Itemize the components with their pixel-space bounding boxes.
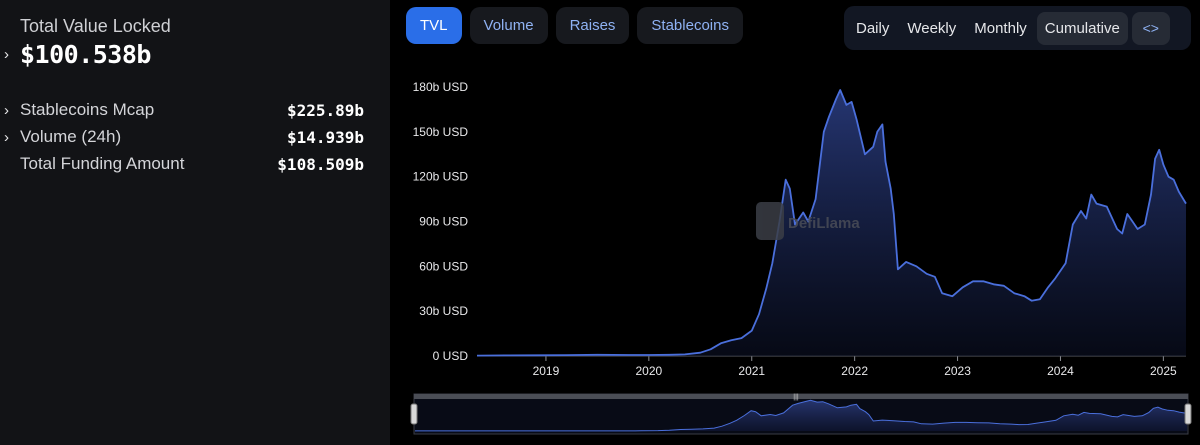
tab-raises[interactable]: Raises xyxy=(555,7,630,44)
view-tabs: TVL Volume Raises Stablecoins xyxy=(406,7,743,44)
x-tick-label: 2019 xyxy=(533,364,560,378)
tvl-row[interactable]: › $100.538b xyxy=(4,40,151,69)
metric-row-volume[interactable]: › Volume (24h) $14.939b xyxy=(4,127,364,147)
grip-icon[interactable]: ||| xyxy=(793,394,799,401)
y-tick-label: 150b USD xyxy=(413,125,469,139)
x-tick-label: 2025 xyxy=(1150,364,1177,378)
y-tick-label: 120b USD xyxy=(413,170,469,184)
tvl-value: $100.538b xyxy=(20,40,151,69)
tab-volume[interactable]: Volume xyxy=(469,7,548,44)
x-tick-label: 2021 xyxy=(738,364,765,378)
y-tick-label: 90b USD xyxy=(419,215,468,229)
brush-handle-right[interactable] xyxy=(1184,403,1192,425)
y-tick-label: 0 USD xyxy=(433,349,469,363)
watermark: DefiLlama xyxy=(756,202,860,240)
brush-mini-area xyxy=(415,400,1187,431)
llama-logo-icon xyxy=(756,202,784,240)
period-cumulative[interactable]: Cumulative xyxy=(1036,11,1128,45)
chevron-right-icon[interactable]: › xyxy=(4,101,9,119)
tvl-series-line xyxy=(476,89,1187,357)
x-tick-label: 2022 xyxy=(841,364,868,378)
period-daily[interactable]: Daily xyxy=(856,19,890,37)
period-weekly[interactable]: Weekly xyxy=(907,19,957,37)
tab-tvl[interactable]: TVL xyxy=(406,7,462,44)
y-axis: 0 USD 30b USD 60b USD 90b USD 120b USD 150b U… xyxy=(413,80,469,363)
y-tick-label: 30b USD xyxy=(419,304,468,318)
tvl-label: Total Value Locked xyxy=(20,16,171,36)
x-tick-label: 2024 xyxy=(1047,364,1074,378)
period-selector: Daily Weekly Monthly Cumulative <> xyxy=(844,6,1191,50)
stats-panel: Total Value Locked › $100.538b › Stablec… xyxy=(0,0,390,445)
embed-code-icon[interactable]: <> xyxy=(1131,11,1170,45)
y-tick-label: 60b USD xyxy=(419,259,468,273)
brush-top-bar[interactable] xyxy=(414,394,1188,399)
range-brush[interactable]: ||| xyxy=(410,393,1192,435)
brush-mini-line xyxy=(415,399,1188,432)
metric-row-funding: Total Funding Amount $108.509b xyxy=(4,154,364,174)
metric-label: Total Funding Amount xyxy=(20,154,185,173)
y-tick-label: 180b USD xyxy=(413,80,469,94)
x-axis: 2019 2020 2021 2022 2023 2024 2025 xyxy=(477,355,1186,378)
tab-stablecoins[interactable]: Stablecoins xyxy=(637,7,743,44)
metric-value: $225.89b xyxy=(286,100,364,120)
brush-handle-left[interactable] xyxy=(410,403,418,425)
metric-value: $108.509b xyxy=(277,154,364,174)
chevron-right-icon[interactable]: › xyxy=(4,128,9,146)
x-tick-label: 2020 xyxy=(635,364,662,378)
chevron-right-icon[interactable]: › xyxy=(4,46,9,63)
x-tick-label: 2023 xyxy=(944,364,971,378)
tvl-chart: 0 USD 30b USD 60b USD 90b USD 120b USD 150b U… xyxy=(410,80,1192,435)
metric-row-stablecoins[interactable]: › Stablecoins Mcap $225.89b xyxy=(4,100,364,120)
watermark-text: DefiLlama xyxy=(788,215,860,232)
metric-value: $14.939b xyxy=(286,127,364,147)
metric-label: Stablecoins Mcap xyxy=(20,100,155,119)
period-monthly[interactable]: Monthly xyxy=(974,19,1027,37)
metric-label: Volume (24h) xyxy=(20,127,122,146)
